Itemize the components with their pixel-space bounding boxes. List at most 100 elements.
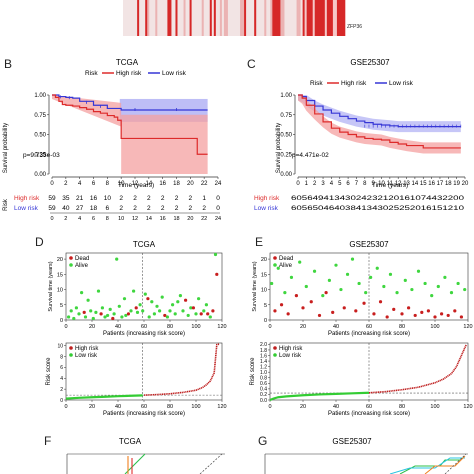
risk-count-high: 10 <box>104 195 112 202</box>
heatmap-cell <box>308 0 311 36</box>
alive-point <box>138 303 142 307</box>
x-tick-label: 20 <box>300 324 306 330</box>
low-risk-line <box>269 391 370 402</box>
alive-point <box>74 306 78 310</box>
heatmap-cell <box>151 0 154 36</box>
heatmap-cell <box>127 0 130 36</box>
panel-label-f: F <box>44 434 52 448</box>
dead-point <box>372 312 376 316</box>
alive-point <box>181 309 185 313</box>
heatmap-cell <box>248 0 251 36</box>
scatter-tcga-chart: TCGA 0 5 10 15 20 0 20 40 60 80 100 120 Patients (inc… <box>48 240 227 337</box>
heatmap-cell <box>264 0 267 36</box>
heatmap-cell <box>298 0 301 36</box>
roc-diagonal <box>444 453 467 474</box>
legend-dead-label: Dead <box>75 256 89 262</box>
x-tick-label: 5 <box>338 181 342 187</box>
risk-count-high: 2 <box>189 195 193 202</box>
y-tick-label: 0.50 <box>280 133 292 139</box>
alive-point <box>152 312 156 316</box>
alive-point <box>112 312 116 316</box>
x-tick-label: 0 <box>64 324 67 330</box>
y-axis-label: Risk score <box>250 357 256 386</box>
heatmap-cell <box>149 0 152 36</box>
heatmap-cell <box>274 0 277 36</box>
alive-point <box>115 257 119 261</box>
risk-table-tcga-low-label: Low risk <box>14 205 39 212</box>
alive-point <box>364 290 368 295</box>
alive-point <box>369 275 373 279</box>
alive-point <box>141 309 145 313</box>
y-tick-label: 1.00 <box>280 93 292 99</box>
legend-alive-marker <box>273 263 277 267</box>
alive-point <box>67 315 71 319</box>
x-tick-label: 12 <box>132 216 138 222</box>
dead-point <box>111 316 115 321</box>
dead-point <box>273 309 277 313</box>
risk-count-low: 18 <box>90 205 98 212</box>
alive-point <box>168 309 172 313</box>
x-tick-label: 20 <box>187 216 193 222</box>
heatmap-cell <box>236 0 239 36</box>
panel-label-b: B <box>4 57 13 71</box>
dead-point <box>324 290 328 295</box>
risk-table-tcga: Risk High risk Low risk 59 35 21 16 10 2 2 2 2 2 2… <box>3 195 221 222</box>
dead-point <box>426 309 430 313</box>
x-tick-label: 120 <box>463 324 472 330</box>
heatmap-cell <box>296 0 299 36</box>
heatmap-cell <box>240 0 243 36</box>
risk-table-tcga-high-label: High risk <box>14 195 40 202</box>
alive-point <box>449 290 454 295</box>
heatmap-cell <box>201 0 205 36</box>
heatmap-cell <box>165 0 168 36</box>
alive-point <box>410 287 414 292</box>
dead-point <box>199 312 203 316</box>
heatmap-cell <box>310 0 314 36</box>
heatmap-cell <box>244 0 247 36</box>
alive-point <box>276 266 280 270</box>
x-tick-label: 22 <box>201 216 207 222</box>
dead-point <box>317 313 322 318</box>
x-tick-label: 2 <box>64 181 68 187</box>
km-gse-xlabel: Time (years) <box>372 182 408 189</box>
y-tick-label: 5 <box>60 303 63 309</box>
alive-point <box>69 309 73 313</box>
alive-point <box>327 278 331 283</box>
heatmap-cell <box>177 0 180 36</box>
dead-point <box>206 312 210 316</box>
heatmap-cell <box>143 0 146 36</box>
risk-count-low: 6 <box>106 205 110 212</box>
dead-point <box>146 297 150 301</box>
km-tcga-plot-area: 0.000.250.500.751.000 2 4 6 8 10 12 14 16 18 20 22 2… <box>34 93 222 187</box>
panel-label-e: E <box>255 235 264 249</box>
heatmap-svg <box>123 0 346 36</box>
heatmap-cell <box>268 0 271 36</box>
roc-frame <box>264 453 468 474</box>
alive-point <box>173 312 177 316</box>
heatmap-cell <box>213 0 217 36</box>
x-tick-label: 3 <box>321 181 325 187</box>
x-tick-label: 18 <box>445 181 452 187</box>
scatter-gse-chart: GSE25307 0 5 10 15 20 0 20 40 60 80 100 120 Patients … <box>252 240 473 337</box>
risk-count-high: 2 <box>175 195 179 202</box>
x-tick-label: 9 <box>371 181 375 187</box>
heatmap-cell <box>229 0 233 36</box>
y-tick-label: 0.2 <box>260 392 267 398</box>
riskcurve-gse-chart: 0.00.20.40.60.81.01.21.41.61.82.0 0 20 40 60… <box>250 342 473 417</box>
x-tick-label: 19 <box>453 181 460 187</box>
x-tick-label: 60 <box>141 404 147 410</box>
risk-count-low: 2 <box>147 205 151 212</box>
low-risk-ci-band <box>298 95 461 133</box>
alive-point <box>108 307 112 311</box>
alive-point <box>171 303 175 307</box>
y-tick-label: 1.6 <box>260 353 267 359</box>
legend-low-marker <box>273 353 277 357</box>
dead-point <box>407 306 411 310</box>
x-tick-label: 0 <box>50 181 54 187</box>
heatmap-cell <box>181 0 184 36</box>
km-gse-title: GSE25307 <box>350 58 390 67</box>
high-risk-curve <box>298 94 461 149</box>
alive-point <box>202 309 206 313</box>
x-tick-label: 13 <box>403 181 410 187</box>
heatmap-cell <box>270 0 273 36</box>
